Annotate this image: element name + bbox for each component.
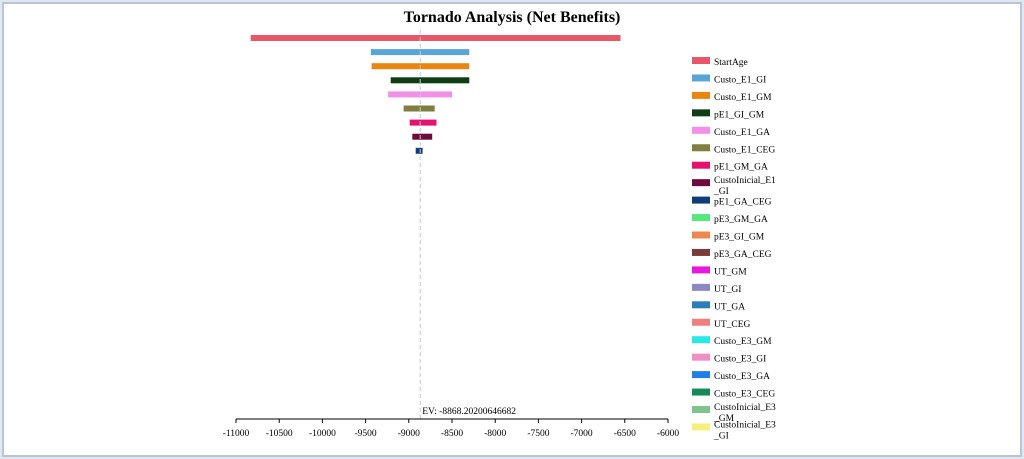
- legend-swatch-custoinicial-e1-gi: [692, 179, 710, 187]
- legend-label-custo-e3-ceg: Custo_E3_CEG: [714, 390, 775, 400]
- x-tick-label: -6500: [614, 429, 636, 439]
- legend-label-custo-e1-ceg: Custo_E1_CEG: [714, 145, 775, 155]
- legend-swatch-custo-e3-ceg: [692, 388, 710, 396]
- legend: StartAge Custo_E1_GI Custo_E1_GM pE1_GI_GM C…: [692, 57, 776, 441]
- legend-swatch-custo-e1-gm: [692, 91, 710, 99]
- x-axis: -11000 -10500 -10000 -9500 -9000 -8500 -8000 -7…: [223, 418, 679, 439]
- bar-custoinicial-e1-gi: [412, 133, 433, 140]
- bar-custo-e1-ceg: [403, 105, 435, 112]
- legend-swatch-pe1-gi-gm: [692, 109, 710, 117]
- legend-label-ut-ceg: UT_CEG: [714, 320, 751, 330]
- legend-label-ut-ga: UT_GA: [714, 302, 745, 312]
- legend-swatch-pe1-gm-ga: [692, 161, 710, 169]
- legend-swatch-custo-e1-gi: [692, 74, 710, 82]
- legend-label-pe1-gi-gm: pE1_GI_GM: [714, 110, 765, 120]
- legend-label-custo-e3-gi: Custo_E3_GI: [714, 355, 766, 365]
- x-tick-label: -10500: [266, 429, 293, 439]
- legend-swatch-ut-ga: [692, 301, 710, 309]
- x-tick-label: -8000: [484, 429, 506, 439]
- x-tick-label: -10000: [309, 429, 336, 439]
- legend-swatch-custo-e1-ga: [692, 126, 710, 134]
- legend-label-custo-e1-gi: Custo_E1_GI: [714, 75, 766, 85]
- x-tick-label: -6000: [657, 429, 679, 439]
- legend-label-pe1-ga-ceg: pE1_GA_CEG: [714, 198, 772, 208]
- legend-label-custoinicial-e1-gi: CustoInicial_E1 _GI: [713, 176, 776, 197]
- legend-label-ut-gm: UT_GM: [714, 267, 747, 277]
- legend-swatch-custo-e3-gi: [692, 353, 710, 361]
- legend-label-custoinicial-e3-gi: CustoInicial_E3 _GI: [713, 420, 776, 441]
- legend-label-pe3-gm-ga: pE3_GM_GA: [714, 215, 768, 225]
- legend-label-custoinicial-e3-gm: CustoInicial_E3 _GM: [713, 403, 776, 424]
- legend-label-pe1-gm-ga: pE1_GM_GA: [714, 163, 768, 173]
- legend-swatch-startage: [692, 57, 710, 64]
- ev-label: EV: -8868.20200646682: [422, 407, 516, 417]
- bar-startage: [250, 35, 621, 41]
- bar-pe1-ga-ceg: [415, 147, 423, 154]
- x-tick-label: -7500: [527, 429, 549, 439]
- legend-swatch-pe1-ga-ceg: [692, 196, 710, 204]
- legend-label-startage: StartAge: [714, 58, 748, 68]
- legend-swatch-ut-ceg: [692, 318, 710, 326]
- legend-swatch-pe3-ga-ceg: [692, 248, 710, 256]
- chart-title: Tornado Analysis (Net Benefits): [404, 9, 621, 26]
- legend-label-custo-e1-gm: Custo_E1_GM: [714, 93, 772, 103]
- legend-swatch-custo-e1-ceg: [692, 144, 710, 152]
- legend-swatch-custo-e3-ga: [692, 371, 710, 379]
- legend-swatch-pe3-gm-ga: [692, 214, 710, 222]
- legend-swatch-ut-gi: [692, 283, 710, 291]
- x-tick-label: -9500: [355, 429, 377, 439]
- legend-swatch-custo-e3-gm: [692, 336, 710, 344]
- legend-swatch-custoinicial-e3-gm: [692, 406, 710, 413]
- legend-label-pe3-ga-ceg: pE3_GA_CEG: [714, 250, 772, 260]
- x-tick-label: -7000: [571, 429, 593, 439]
- legend-label-custo-e1-ga: Custo_E1_GA: [714, 128, 770, 138]
- x-tick-label: -9000: [398, 429, 420, 439]
- legend-label-pe3-gi-gm: pE3_GI_GM: [714, 233, 765, 243]
- bar-pe1-gm-ga: [409, 119, 437, 126]
- legend-label-custo-e3-ga: Custo_E3_GA: [714, 372, 770, 382]
- legend-swatch-ut-gm: [692, 266, 710, 274]
- x-tick-label: -8500: [441, 429, 463, 439]
- legend-swatch-custoinicial-e3-gi: [692, 423, 710, 431]
- bars-group: [250, 35, 621, 154]
- legend-label-custo-e3-gm: Custo_E3_GM: [714, 337, 772, 347]
- legend-label-ut-gi: UT_GI: [714, 285, 741, 295]
- x-tick-label: -11000: [223, 429, 250, 439]
- bar-pe1-gi-gm: [390, 77, 470, 84]
- legend-swatch-pe3-gi-gm: [692, 231, 710, 239]
